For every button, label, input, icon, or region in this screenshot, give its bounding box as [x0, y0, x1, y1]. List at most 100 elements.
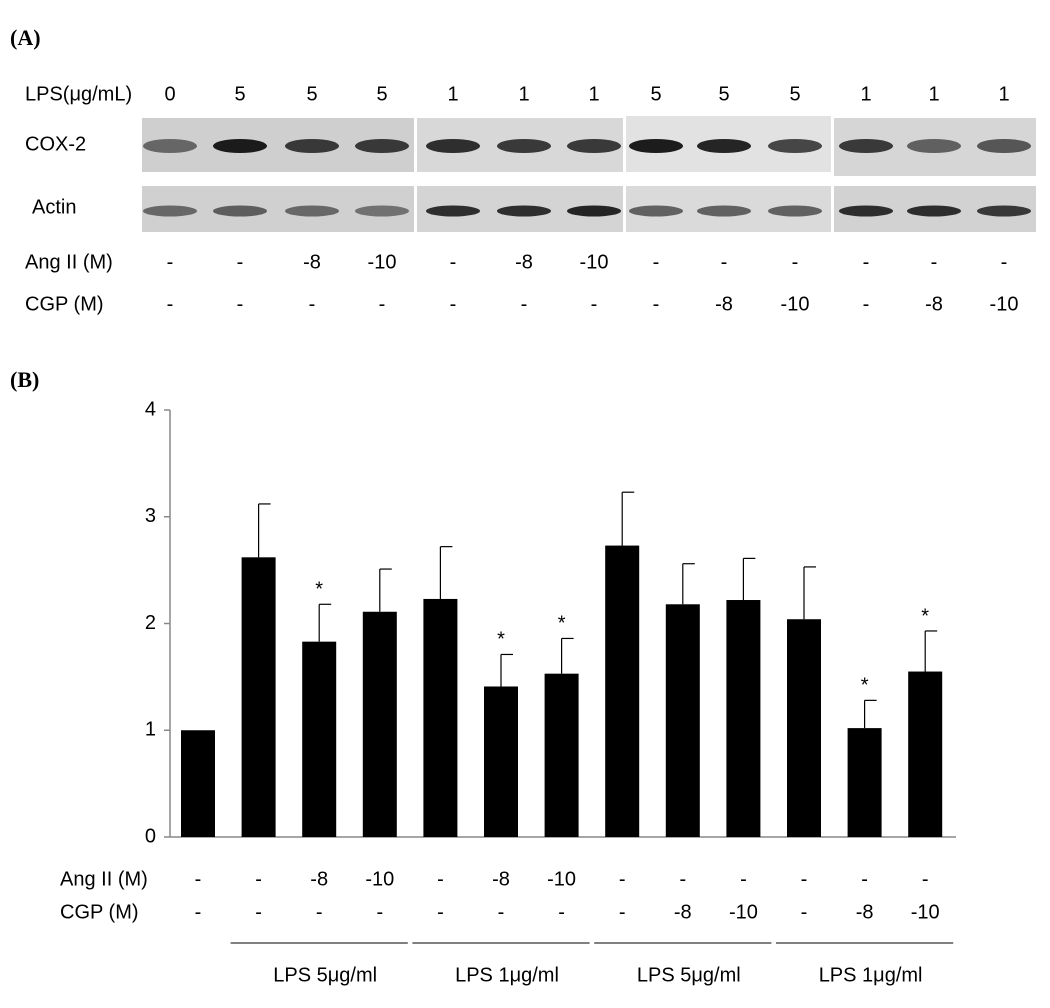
panel-label: (B): [10, 367, 39, 392]
row-label: Ang II (M): [25, 251, 113, 273]
significance: *: [558, 613, 566, 635]
band: [213, 205, 267, 217]
band: [567, 205, 621, 217]
lane-label: 1: [447, 83, 458, 105]
row-label: CGP (M): [60, 901, 139, 923]
row-label: Actin: [32, 196, 76, 218]
treatment-value: -: [379, 293, 386, 315]
row-label: CGP (M): [25, 293, 104, 315]
condition-value: -: [801, 868, 808, 890]
treatment-value: -: [237, 251, 244, 273]
lane-label: 1: [588, 83, 599, 105]
treatment-value: -10: [368, 251, 397, 273]
lane-label: 0: [164, 83, 175, 105]
treatment-value: -: [863, 251, 870, 273]
panel-label: (A): [10, 25, 41, 50]
bar: [362, 611, 397, 837]
band: [768, 139, 822, 153]
condition-value: -: [558, 901, 565, 923]
condition-value: -10: [547, 868, 576, 890]
condition-value: -8: [856, 901, 874, 923]
condition-value: -: [376, 901, 383, 923]
lane-label: 5: [789, 83, 800, 105]
condition-value: -: [316, 901, 323, 923]
band: [355, 139, 409, 153]
treatment-value: -: [309, 293, 316, 315]
treatment-value: -: [591, 293, 598, 315]
band: [497, 205, 551, 217]
treatment-value: -10: [990, 293, 1019, 315]
condition-value: -: [861, 868, 868, 890]
significance: *: [315, 579, 323, 601]
condition-value: -: [498, 901, 505, 923]
band: [426, 205, 480, 217]
band: [839, 139, 893, 153]
band: [143, 139, 197, 153]
band: [285, 205, 339, 217]
band: [977, 139, 1031, 153]
band: [697, 139, 751, 153]
band: [907, 205, 961, 217]
condition-value: -: [619, 901, 626, 923]
band: [629, 139, 683, 153]
condition-value: -: [922, 868, 929, 890]
treatment-value: -: [450, 293, 457, 315]
lane-label: 5: [306, 83, 317, 105]
y-tick-label: 3: [145, 505, 156, 527]
band: [768, 205, 822, 217]
condition-value: -: [679, 868, 686, 890]
bar: [847, 728, 882, 837]
lane-label: 5: [376, 83, 387, 105]
condition-value: -10: [729, 901, 758, 923]
y-tick-label: 2: [145, 612, 156, 634]
band: [567, 139, 621, 153]
row-label: COX-2: [25, 133, 86, 155]
bar: [302, 641, 337, 837]
band: [497, 139, 551, 153]
treatment-value: -: [721, 251, 728, 273]
bar: [241, 557, 276, 837]
treatment-value: -8: [715, 293, 733, 315]
significance: *: [497, 629, 505, 651]
treatment-value: -10: [580, 251, 609, 273]
treatment-value: -: [792, 251, 799, 273]
condition-value: -: [437, 868, 444, 890]
treatment-value: -: [167, 251, 174, 273]
y-tick-label: 4: [145, 398, 156, 420]
treatment-value: -: [653, 251, 660, 273]
band: [143, 205, 197, 217]
treatment-value: -: [653, 293, 660, 315]
bar: [665, 604, 700, 837]
treatment-value: -8: [515, 251, 533, 273]
group-label: LPS 1μg/ml: [819, 964, 923, 986]
treatment-value: -: [1001, 251, 1008, 273]
condition-value: -8: [310, 868, 328, 890]
treatment-value: -: [450, 251, 457, 273]
bar: [605, 545, 640, 837]
treatment-value: -: [931, 251, 938, 273]
lane-label: 5: [234, 83, 245, 105]
bar: [787, 619, 821, 837]
significance: *: [921, 605, 929, 627]
treatment-value: -: [521, 293, 528, 315]
treatment-value: -8: [925, 293, 943, 315]
significance: *: [861, 675, 869, 697]
condition-value: -: [195, 901, 202, 923]
condition-value: -8: [674, 901, 692, 923]
band: [977, 205, 1031, 217]
lane-label: 5: [718, 83, 729, 105]
bar: [181, 730, 215, 837]
y-tick-label: 1: [145, 719, 156, 741]
band: [285, 139, 339, 153]
treatment-value: -: [237, 293, 244, 315]
treatment-value: -: [167, 293, 174, 315]
bar: [544, 673, 579, 837]
lane-label: 1: [928, 83, 939, 105]
condition-value: -: [801, 901, 808, 923]
band: [839, 205, 893, 217]
band: [355, 205, 409, 217]
condition-value: -: [740, 868, 747, 890]
band: [213, 139, 267, 153]
treatment-value: -10: [781, 293, 810, 315]
